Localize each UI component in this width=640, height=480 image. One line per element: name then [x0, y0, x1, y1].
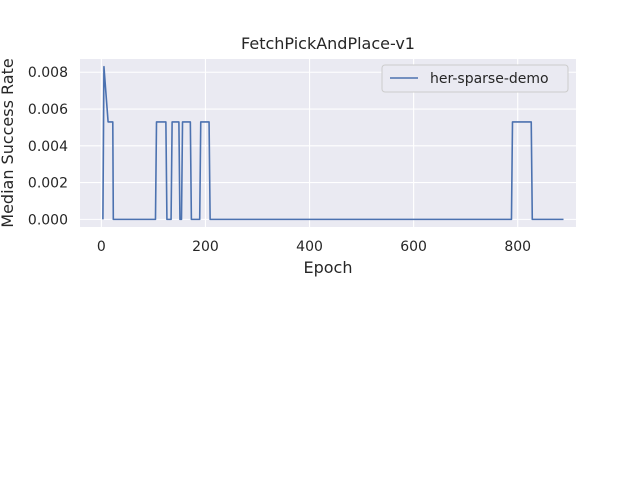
legend-box	[381, 64, 569, 93]
x-axis-label: Epoch	[304, 258, 353, 277]
y-tick-label: 0.006	[28, 102, 68, 118]
y-tick-label: 0.004	[28, 139, 68, 155]
series-line	[102, 65, 564, 221]
chart-title: FetchPickAndPlace-v1	[241, 34, 415, 53]
legend: her-sparse-demo	[381, 64, 569, 93]
y-tick-label: 0.008	[28, 65, 68, 81]
y-axis-label: Median Success Rate	[0, 58, 17, 227]
x-tick-label: 600	[400, 239, 427, 255]
x-tick-label: 0	[97, 239, 106, 255]
series-layer	[102, 65, 564, 221]
y-tick-label: 0.000	[28, 212, 68, 228]
x-axis-ticks: 0 200 400 600 800	[97, 239, 531, 255]
y-tick-label: 0.002	[28, 176, 68, 192]
y-axis-ticks: 0.000 0.002 0.004 0.006 0.008	[28, 65, 68, 228]
legend-label: her-sparse-demo	[430, 71, 549, 87]
x-tick-label: 800	[504, 239, 531, 255]
x-tick-label: 200	[192, 239, 219, 255]
x-tick-label: 400	[296, 239, 323, 255]
